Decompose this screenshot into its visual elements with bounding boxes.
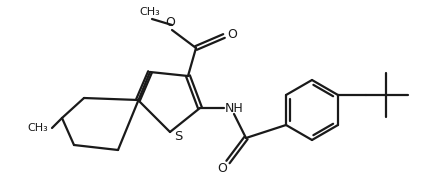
Text: CH₃: CH₃ bbox=[140, 7, 160, 17]
Text: S: S bbox=[174, 130, 182, 143]
Text: O: O bbox=[165, 17, 175, 30]
Text: NH: NH bbox=[225, 102, 244, 114]
Text: CH₃: CH₃ bbox=[28, 123, 48, 133]
Text: O: O bbox=[227, 29, 237, 42]
Text: O: O bbox=[217, 162, 227, 176]
